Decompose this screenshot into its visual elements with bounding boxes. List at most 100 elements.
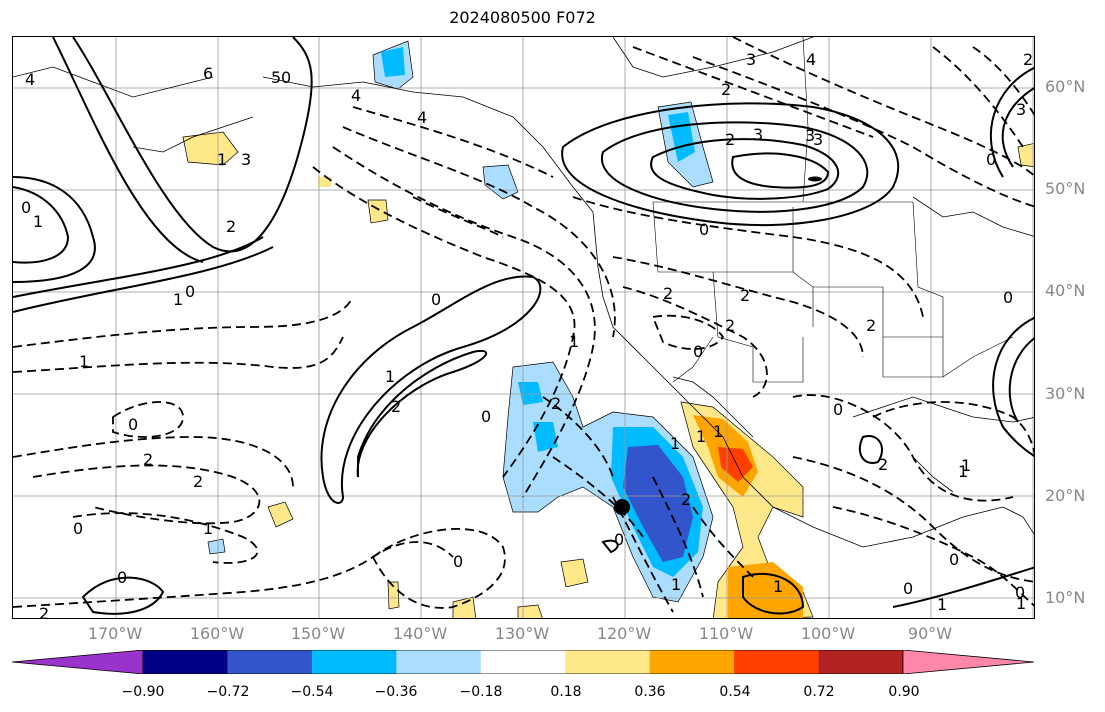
contour-label: 1 — [670, 434, 680, 453]
contour-label: 0 — [281, 68, 291, 87]
borders — [652, 37, 1014, 383]
lon-label-140w: 140°W — [392, 624, 448, 643]
contour-label: 3 — [1016, 100, 1026, 119]
contour-label: 6 — [203, 64, 213, 83]
colorbar-segment — [396, 650, 482, 674]
contour-label: 2 — [143, 450, 153, 469]
contour-label: 1 — [203, 519, 213, 538]
contour-label: 0 — [986, 150, 996, 169]
colorbar-tick: −0.72 — [206, 684, 250, 700]
contour-label: 0 — [699, 220, 709, 239]
colorbar-tick: −0.54 — [290, 684, 334, 700]
contour-label: 0 — [1015, 583, 1025, 602]
contour-label: 3 — [746, 50, 756, 69]
contour-label: 1 — [217, 150, 227, 169]
lon-label-150w: 150°W — [290, 624, 346, 643]
lon-label-100w: 100°W — [800, 624, 856, 643]
lat-label-40n: 40°N — [1045, 281, 1086, 300]
colorbar-segment — [565, 650, 651, 674]
contour-label: 2 — [1023, 50, 1033, 69]
coastlines — [13, 37, 1034, 548]
colorbar-tick: 0.18 — [550, 684, 582, 700]
contour-label: 1 — [79, 352, 89, 371]
map-canvas: 4 6 5 4 4 3 1 3 1 0 2 1 0 0 1 2 1 0 2 2 … — [13, 37, 1034, 618]
contour-label: 3 — [805, 126, 815, 145]
contour-label: 1 — [385, 367, 395, 386]
graticule — [13, 37, 1034, 618]
colorbar-segment — [480, 650, 566, 674]
lon-label-160w: 160°W — [189, 624, 245, 643]
contour-label: 0 — [185, 282, 195, 301]
dashed-contours — [13, 37, 1034, 613]
contour-label: 4 — [417, 108, 427, 127]
colorbar-segment — [734, 650, 820, 674]
contour-label: 1 — [33, 212, 43, 231]
colorbar-tick: −0.36 — [374, 684, 418, 700]
lon-label-120w: 120°W — [596, 624, 652, 643]
contour-label: 1 — [958, 462, 968, 481]
colorbar-segment — [143, 650, 228, 674]
contour-label: 3 — [813, 130, 823, 149]
contour-label: 0 — [833, 400, 843, 419]
colorbar-extend-left — [12, 650, 144, 674]
contour-label: 5 — [271, 68, 281, 87]
positive-shading — [182, 131, 1034, 618]
map-frame: 4 6 5 4 4 3 1 3 1 0 2 1 0 0 1 2 1 0 2 2 … — [12, 36, 1035, 619]
contour-label: 4 — [25, 70, 35, 89]
colorbar-segment — [818, 650, 904, 674]
contour-label: 2 — [551, 394, 561, 413]
contour-label: 2 — [721, 80, 731, 99]
contour-label: 3 — [753, 125, 763, 144]
lon-label-90w: 90°W — [907, 624, 953, 643]
contour-label: 2 — [193, 472, 203, 491]
colorbar-tick: −0.90 — [121, 684, 165, 700]
colorbar-segment — [311, 650, 397, 674]
contour-label: 1 — [569, 332, 579, 351]
map-title: 2024080500 F072 — [449, 8, 596, 27]
contour-label: 2 — [725, 130, 735, 149]
lat-label-50n: 50°N — [1045, 179, 1086, 198]
colorbar — [12, 650, 1035, 674]
colorbar-tick: 0.72 — [803, 684, 835, 700]
colorbar-tick: −0.18 — [459, 684, 503, 700]
solid-contours — [13, 37, 1034, 615]
contour-label: 1 — [173, 290, 183, 309]
contour-label: 2 — [226, 217, 236, 236]
contour-label: 2 — [866, 316, 876, 335]
lat-label-20n: 20°N — [1045, 486, 1086, 505]
lat-label-60n: 60°N — [1045, 77, 1086, 96]
contour-label: 0 — [903, 579, 913, 598]
colorbar-tick: 0.36 — [634, 684, 666, 700]
colorbar-segment — [227, 650, 313, 674]
colorbar-segments — [142, 650, 904, 674]
contour-label: 0 — [949, 550, 959, 569]
lon-label-170w: 170°W — [87, 624, 143, 643]
contour-label: 0 — [453, 552, 463, 571]
contour-label: 0 — [693, 342, 703, 361]
contour-label: 1 — [713, 422, 723, 441]
contour-label: 0 — [73, 519, 83, 538]
contour-label: 1 — [961, 456, 971, 475]
contour-label: 2 — [391, 397, 401, 416]
contour-label: 1 — [696, 427, 706, 446]
contour-label: 2 — [725, 316, 735, 335]
contour-label: 1 — [937, 595, 947, 614]
colorbar-tick: 0.54 — [719, 684, 751, 700]
colorbar-segment — [649, 650, 735, 674]
contour-label: 0 — [481, 407, 491, 426]
contour-label: 0 — [1003, 288, 1013, 307]
low-center-marker — [614, 499, 630, 515]
lat-label-30n: 30°N — [1045, 384, 1086, 403]
contour-label: 1 — [1016, 594, 1026, 613]
contour-label: 2 — [878, 455, 888, 474]
colorbar-extend-right — [902, 650, 1035, 674]
contour-label: 3 — [241, 150, 251, 169]
contour-label: 2 — [740, 286, 750, 305]
contour-label-group: 4 6 5 4 4 3 1 3 1 0 2 1 0 0 1 2 1 0 2 2 … — [21, 50, 1033, 618]
contour-label: 1 — [773, 577, 783, 596]
lat-label-10n: 10°N — [1045, 588, 1086, 607]
high-center-marker — [808, 176, 822, 182]
contour-label: 2 — [681, 490, 691, 509]
lon-label-110w: 110°W — [698, 624, 754, 643]
contour-label: 0 — [431, 290, 441, 309]
